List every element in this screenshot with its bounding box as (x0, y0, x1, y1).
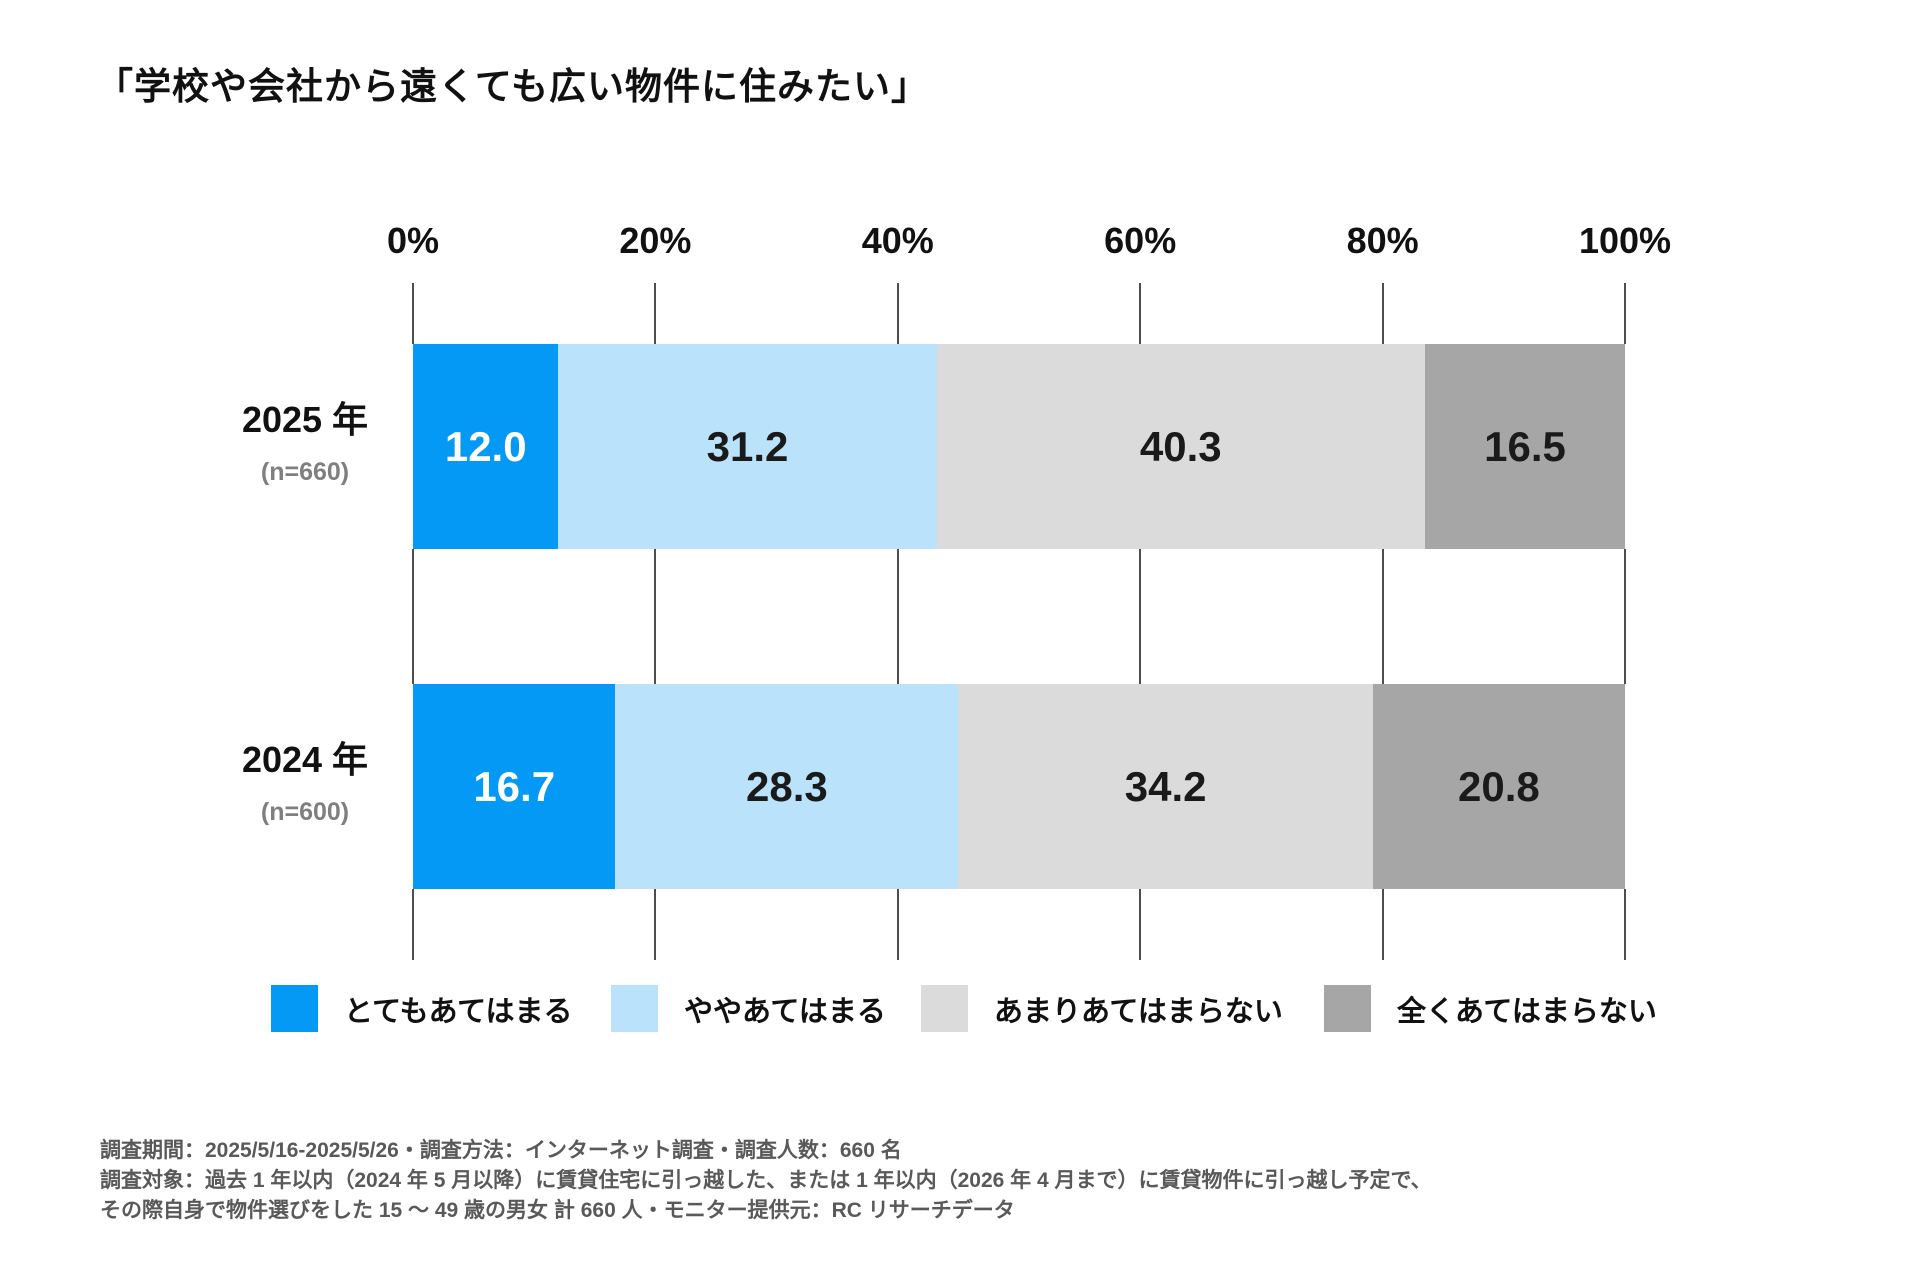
x-axis-tick-label: 100% (1578, 220, 1672, 261)
gridline (1139, 283, 1142, 344)
legend-item-1: とてもあてはまる (271, 985, 573, 1032)
gridline (896, 889, 899, 960)
gridline (654, 549, 657, 684)
legend-label: とてもあてはまる (344, 995, 573, 1028)
legend-label: あまりあてはまらない (994, 995, 1283, 1028)
x-axis-tick-label: 80% (1346, 220, 1419, 261)
gridline (1139, 889, 1142, 960)
legend-item-3: あまりあてはまらない (921, 985, 1283, 1032)
bar-value-label: 28.3 (746, 762, 828, 810)
gridline (1381, 889, 1384, 960)
bar-row: 12.0 31.2 40.3 16.5 (413, 344, 1625, 549)
bar-segment: 31.2 (558, 344, 937, 549)
legend-swatch-not-applicable (1324, 985, 1371, 1032)
gridline (1624, 889, 1626, 960)
legend-item-2: ややあてはまる (611, 985, 886, 1032)
bar-segment: 40.3 (936, 344, 1425, 549)
survey-note-line: その際自身で物件選びをした 15 ～ 49 歳の男女 計 660 人・モニター提… (100, 1199, 1015, 1222)
gridline (1139, 549, 1142, 684)
survey-note-line: 調査期間：2025/5/16-2025/5/26・調査方法：インターネット調査・… (100, 1139, 902, 1162)
bar-value-label: 16.5 (1484, 422, 1566, 470)
gridline (654, 889, 657, 960)
bar-segment: 34.2 (958, 684, 1373, 889)
bar-value-label: 34.2 (1124, 762, 1207, 810)
row-label-2024: 2024 年 (n=600) (155, 738, 455, 828)
gridline (1624, 549, 1626, 684)
gridline (654, 283, 657, 344)
bar-segment: 20.8 (1372, 684, 1625, 889)
legend-swatch-not-very-applicable (921, 985, 968, 1032)
legend-label: ややあてはまる (684, 995, 886, 1028)
legend-item-4: 全くあてはまらない (1324, 985, 1657, 1032)
survey-note-line: 調査対象：過去 1 年以内（2024 年 5 月以降）に賃貸住宅に引っ越した、ま… (100, 1169, 1432, 1192)
gridline (1624, 283, 1626, 344)
row-label-2025: 2025 年 (n=660) (155, 398, 455, 488)
legend-label: 全くあてはまらない (1397, 995, 1657, 1028)
row-year-label: 2025 年 (241, 399, 369, 440)
bar-value-label: 31.2 (706, 422, 789, 470)
x-axis-tick-label: 60% (1104, 220, 1177, 261)
bar-value-label: 20.8 (1458, 762, 1540, 810)
bar-segment: 16.5 (1425, 344, 1625, 549)
gridline (896, 549, 899, 684)
gridline (896, 283, 899, 344)
row-year-label: 2024 年 (241, 739, 369, 780)
gridline (412, 283, 414, 344)
gridline (412, 549, 414, 684)
survey-note: 調査期間：2025/5/16-2025/5/26・調査方法：インターネット調査・… (100, 1136, 1432, 1226)
chart-title: 「学校や会社から遠くても広い物件に住みたい」 (96, 66, 930, 107)
bar-segment: 12.0 (413, 344, 559, 549)
row-sample-size: (n=660) (260, 458, 350, 486)
gridline (1381, 549, 1384, 684)
x-axis-tick-label: 40% (861, 220, 934, 261)
bar-value-label: 12.0 (444, 422, 527, 470)
legend-swatch-somewhat-applicable (611, 985, 658, 1032)
gridline (412, 889, 414, 960)
gridline (1381, 283, 1384, 344)
bar-row: 16.7 28.3 34.2 20.8 (413, 684, 1625, 889)
legend-swatch-very-applicable (271, 985, 318, 1032)
x-axis-tick-label: 20% (619, 220, 692, 261)
bar-value-label: 16.7 (473, 762, 556, 810)
bar-segment: 28.3 (615, 684, 959, 889)
row-sample-size: (n=600) (260, 798, 350, 826)
x-axis-tick-label: 0% (386, 220, 440, 261)
bar-segment: 16.7 (413, 684, 616, 889)
bar-value-label: 40.3 (1139, 422, 1222, 470)
